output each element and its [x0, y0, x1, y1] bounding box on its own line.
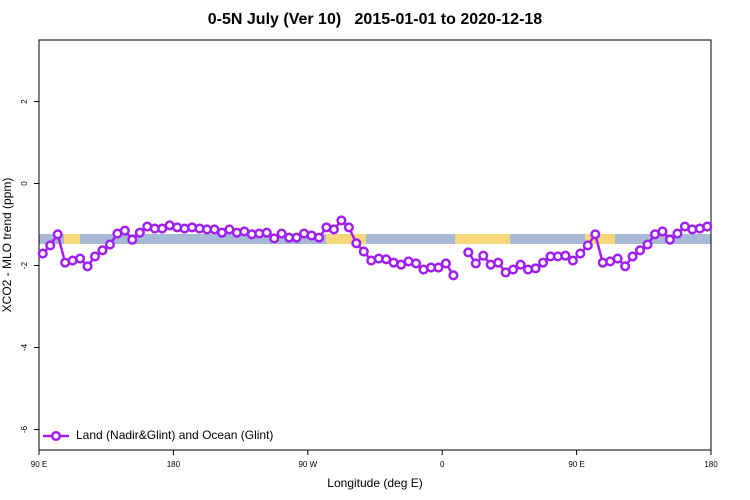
- data-point: [45, 240, 56, 251]
- data-point: [642, 239, 653, 250]
- data-point: [627, 251, 638, 262]
- data-point: [127, 234, 138, 245]
- data-point: [508, 264, 519, 275]
- legend: Land (Nadir&Glint) and Ocean (Glint): [43, 428, 273, 442]
- data-point: [276, 228, 287, 239]
- data-point: [440, 258, 451, 269]
- plot-frame: [38, 39, 712, 451]
- data-point: [119, 225, 130, 236]
- data-point: [620, 261, 631, 272]
- land-patch: [64, 234, 80, 244]
- data-point: [291, 232, 302, 243]
- data-point: [582, 240, 593, 251]
- data-point: [134, 227, 145, 238]
- data-point: [515, 259, 526, 270]
- data-point: [89, 251, 101, 262]
- data-point: [575, 248, 586, 259]
- land-patch: [326, 234, 366, 244]
- data-point: [537, 257, 549, 268]
- x-tick-label: 90 E: [568, 460, 584, 469]
- x-tick-label: 90 E: [31, 460, 47, 469]
- data-point: [657, 226, 668, 237]
- data-point: [664, 234, 675, 245]
- data-point: [635, 245, 646, 256]
- data-point: [104, 239, 115, 250]
- data-point: [433, 262, 444, 273]
- data-point: [358, 246, 369, 257]
- x-tick-label: 180: [167, 460, 181, 469]
- data-point: [37, 248, 48, 259]
- data-point: [97, 245, 108, 256]
- legend-marker: [50, 430, 62, 442]
- data-point: [269, 233, 280, 244]
- data-point: [411, 258, 422, 269]
- x-axis-label: Longitude (deg E): [327, 476, 422, 490]
- land-patch: [455, 234, 510, 244]
- data-point: [478, 250, 489, 261]
- data-point: [702, 221, 713, 232]
- x-tick-label: 90 W: [298, 460, 317, 469]
- data-point: [470, 258, 481, 269]
- y-tick-label: -4: [20, 343, 29, 351]
- x-tick-label: 180: [704, 460, 718, 469]
- y-tick-label: -2: [20, 261, 29, 269]
- legend-label: Land (Nadir&Glint) and Ocean (Glint): [76, 428, 273, 442]
- x-tick-label: 0: [440, 460, 445, 469]
- data-point: [343, 222, 354, 233]
- data-point: [75, 253, 86, 264]
- data-point: [493, 257, 504, 268]
- data-point: [261, 227, 272, 238]
- data-point: [672, 228, 683, 239]
- map-strip: [39, 234, 711, 244]
- data-point: [351, 238, 362, 249]
- land-patch: [585, 234, 615, 244]
- data-point: [82, 261, 93, 272]
- data-point: [560, 250, 571, 261]
- data-point: [530, 263, 541, 274]
- y-tick-label: 2: [20, 99, 29, 104]
- data-point: [567, 255, 578, 266]
- chart-title: 0-5N July (Ver 10) 2015-01-01 to 2020-12…: [208, 11, 543, 28]
- ocean-band: [39, 234, 711, 244]
- data-point: [328, 224, 339, 235]
- y-tick-label: -6: [20, 425, 29, 433]
- data-point: [313, 232, 325, 243]
- y-axis-label: XCO2 - MLO trend (ppm): [0, 178, 14, 313]
- data-point: [336, 215, 347, 226]
- y-tick-label: 0: [20, 181, 29, 186]
- data-point: [463, 247, 474, 258]
- data-point: [448, 270, 459, 281]
- data-point: [52, 229, 63, 240]
- data-point: [612, 253, 623, 264]
- data-point: [590, 229, 601, 240]
